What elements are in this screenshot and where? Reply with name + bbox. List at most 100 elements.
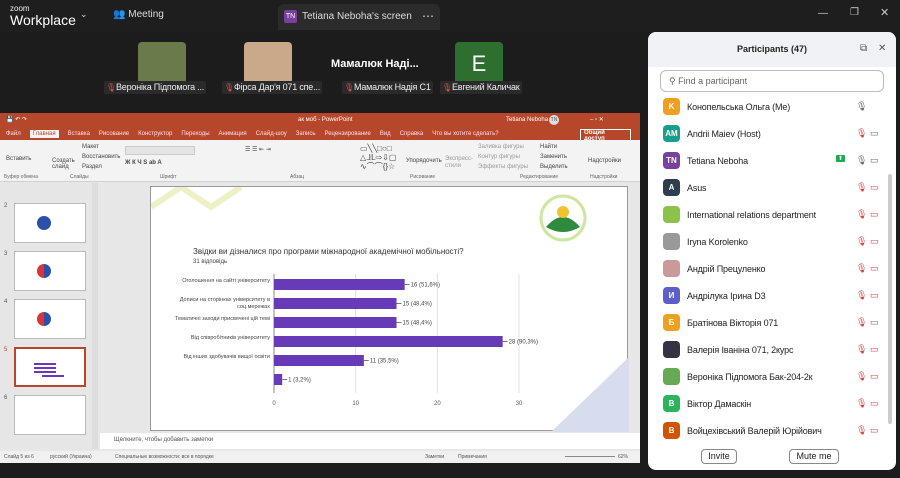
quick-styles-button[interactable]: Экспресс-стили — [445, 156, 473, 169]
participant-row[interactable]: Валерія Іваніна 071, 2курс 🎙 ▭ — [660, 337, 882, 364]
comments-button[interactable]: Примечания — [458, 454, 487, 460]
ribbon-tab[interactable]: Конструктор — [138, 131, 173, 137]
quick-access-icons[interactable]: 💾 ↶ ↷ — [6, 117, 27, 123]
mic-muted-icon[interactable]: 🎙 — [856, 236, 868, 246]
mic-muted-icon[interactable]: 🎙 — [856, 209, 868, 219]
video-off-icon[interactable]: ▭ — [870, 371, 879, 381]
video-icon[interactable]: ▭ — [870, 155, 879, 165]
reset-button[interactable]: Восстановить — [82, 154, 121, 160]
ribbon-tab[interactable]: Анимация — [218, 131, 247, 137]
find-button[interactable]: Найти — [540, 144, 558, 150]
participant-row[interactable]: International relations department 🎙 ▭ — [660, 202, 882, 229]
video-off-icon[interactable]: ▭ — [870, 344, 879, 354]
pop-out-icon[interactable]: ⧉ — [860, 43, 868, 54]
ribbon-tab[interactable]: Переходы — [181, 131, 210, 137]
mic-icon[interactable]: 🎙 — [856, 155, 868, 165]
participant-row[interactable]: A Asus 🎙 ▭ — [660, 175, 882, 202]
video-off-icon[interactable]: ▭ — [870, 290, 879, 300]
slide-thumbnail[interactable] — [14, 299, 86, 339]
screen-share-tab[interactable]: TN Tetiana Neboha's screen ⋯ — [278, 4, 440, 30]
shape-effects-button[interactable]: Эффекты фигуры — [478, 164, 529, 170]
ribbon-tab[interactable]: Справка — [399, 131, 424, 137]
participants-scrollbar[interactable] — [888, 174, 892, 424]
shape-outline-button[interactable]: Контур фигуры — [478, 154, 520, 160]
notes-pane[interactable]: Щелкните, чтобы добавить заметки — [100, 433, 640, 449]
restore-button[interactable]: ❐ — [850, 7, 859, 18]
new-slide-button[interactable]: Создать слайд — [52, 158, 75, 170]
participant-row[interactable]: AM Andrii Maiev (Host) 🎙 ▭ — [660, 121, 882, 148]
participant-row[interactable]: Вероніка Підпомога Бак-204-2к 🎙 ▭ — [660, 364, 882, 391]
accessibility-status[interactable]: Специальные возможности: все в порядке — [115, 454, 214, 460]
mic-muted-icon[interactable]: 🎙 — [856, 317, 868, 327]
invite-button[interactable]: Invite — [701, 449, 737, 464]
close-icon[interactable]: ✕ — [878, 43, 887, 54]
zoom-slider[interactable] — [565, 456, 615, 457]
close-button[interactable]: ✕ — [880, 7, 890, 19]
shapes-gallery[interactable]: ▭╲╲□○□ △ᒧᒪ⇨⇩▢ ∿⌒⌒{}☆ — [360, 144, 397, 171]
video-tile-evgeniy[interactable]: E — [455, 42, 503, 86]
ribbon-tab[interactable]: Вставка — [67, 131, 90, 137]
participant-row[interactable]: B Войцехівський Валерій Юрійович 🎙 ▭ — [660, 418, 882, 445]
participant-search-input[interactable]: ⚲ Find a participant — [660, 70, 884, 92]
paragraph-buttons[interactable]: ☰ ☰ ⇤ ⇥ — [245, 147, 271, 153]
video-icon[interactable]: ▭ — [870, 317, 879, 327]
mic-muted-icon[interactable]: 🎙 — [856, 290, 868, 300]
zoom-level[interactable]: 62% — [618, 454, 629, 460]
mic-icon[interactable]: 🎙 — [856, 101, 868, 111]
ppt-window-controls[interactable]: – ▫ ✕ — [590, 117, 604, 123]
video-off-icon[interactable]: ▭ — [870, 209, 879, 219]
mic-muted-icon[interactable]: 🎙 — [856, 371, 868, 381]
ribbon-tab[interactable]: Рисование — [98, 131, 130, 137]
shape-fill-button[interactable]: Заливка фигуры — [478, 144, 524, 150]
chevron-down-icon[interactable]: ⌄ — [80, 9, 88, 19]
mic-muted-icon[interactable]: 🎙 — [856, 398, 868, 408]
ribbon-tab[interactable]: Что вы хотите сделать? — [432, 131, 499, 137]
slide-thumbnail[interactable] — [14, 347, 86, 387]
mic-muted-icon[interactable]: 🎙 — [856, 128, 868, 138]
ribbon-tab[interactable]: Рецензирование — [324, 131, 371, 137]
slide-thumbnail[interactable] — [14, 251, 86, 291]
video-tile-mamaliuk[interactable]: Мамалюк Наді... — [331, 58, 419, 70]
mic-muted-icon[interactable]: 🎙 — [856, 263, 868, 273]
paste-button[interactable]: Вставить — [6, 156, 32, 162]
notes-button[interactable]: Заметки — [425, 454, 445, 460]
layout-button[interactable]: Макет — [82, 144, 99, 150]
participant-row[interactable]: B Віктор Дамаскін 🎙 ▭ — [660, 391, 882, 418]
participant-row[interactable]: Iryna Korolenko 🎙 ▭ — [660, 229, 882, 256]
ribbon-tab[interactable]: Вид — [379, 131, 391, 137]
font-format-buttons[interactable]: Ж К Ч S ab A — [125, 160, 162, 166]
arrange-button[interactable]: Упорядочить — [406, 158, 442, 164]
video-off-icon[interactable]: ▭ — [870, 182, 879, 192]
mute-me-button[interactable]: Mute me — [789, 449, 839, 464]
minimize-button[interactable]: — — [818, 8, 828, 19]
video-off-icon[interactable]: ▭ — [870, 236, 879, 246]
ribbon-tab[interactable]: Файл — [6, 131, 21, 137]
ribbon-tab[interactable]: Запись — [295, 131, 316, 137]
participant-row[interactable]: И Андрілука Ірина D3 🎙 ▭ — [660, 283, 882, 310]
participant-row[interactable]: Андрій Прецуленко 🎙 ▭ — [660, 256, 882, 283]
slide-thumbnail[interactable] — [14, 395, 86, 435]
mic-muted-icon[interactable]: 🎙 — [856, 182, 868, 192]
ribbon-tab[interactable]: Главная — [29, 130, 59, 138]
ppt-user-avatar[interactable]: TN — [549, 115, 559, 125]
select-button[interactable]: Выделить — [540, 164, 568, 170]
video-tile-veronika[interactable] — [138, 42, 186, 86]
video-tile-firsa[interactable] — [244, 42, 292, 86]
section-button[interactable]: Раздел — [82, 164, 102, 170]
thumbnail-scrollbar[interactable] — [92, 183, 98, 449]
font-name-select[interactable] — [125, 146, 195, 155]
more-options-icon[interactable]: ⋯ — [422, 9, 434, 23]
video-off-icon[interactable]: ▭ — [870, 398, 879, 408]
replace-button[interactable]: Заменить — [540, 154, 567, 160]
participant-row[interactable]: Б Братінова Вікторія 071 🎙 ▭ — [660, 310, 882, 337]
mic-muted-icon[interactable]: 🎙 — [856, 425, 868, 435]
video-off-icon[interactable]: ▭ — [870, 263, 879, 273]
participant-row[interactable]: K Конопельська Ольга (Me) 🎙 — [660, 94, 882, 121]
mic-muted-icon[interactable]: 🎙 — [856, 344, 868, 354]
participant-row[interactable]: TN Tetiana Neboha ⬆ 🎙 ▭ — [660, 148, 882, 175]
video-icon[interactable]: ▭ — [870, 128, 879, 138]
slide-thumbnail[interactable] — [14, 203, 86, 243]
language[interactable]: русский (Украина) — [50, 454, 92, 460]
video-off-icon[interactable]: ▭ — [870, 425, 879, 435]
ribbon-tab[interactable]: Слайд-шоу — [255, 131, 287, 137]
